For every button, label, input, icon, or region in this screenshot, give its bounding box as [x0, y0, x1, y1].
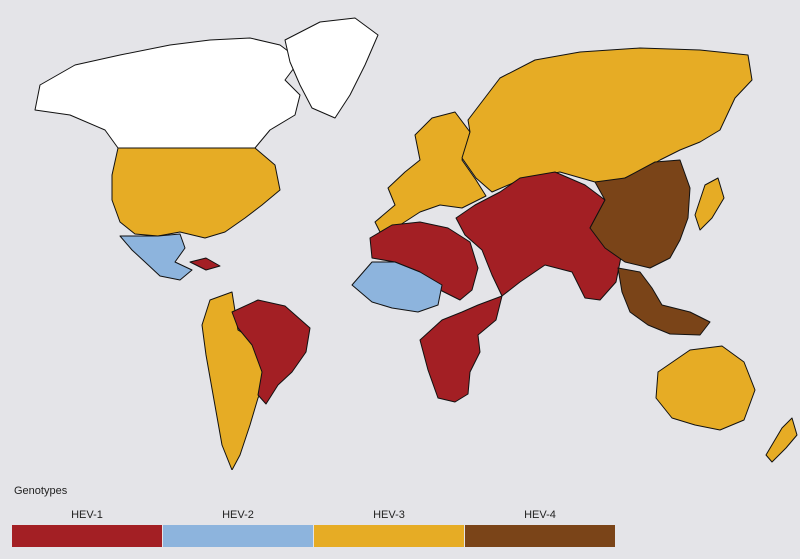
world-map — [34, 17, 798, 470]
region-north-america-north — [34, 37, 301, 149]
legend-swatch — [12, 525, 162, 547]
region-southern-africa — [419, 295, 503, 403]
legend-label: HEV-1 — [71, 509, 103, 521]
legend-swatch — [163, 525, 313, 547]
legend-label: HEV-4 — [524, 509, 556, 521]
region-new-zealand — [765, 417, 798, 463]
legend-item-hev-2: HEV-2 — [163, 508, 313, 547]
region-greenland — [284, 17, 379, 119]
region-china — [589, 159, 691, 269]
region-brazil — [231, 299, 311, 405]
legend-item-hev-4: HEV-4 — [465, 508, 615, 547]
legend-label: HEV-2 — [222, 509, 254, 521]
region-southeast-asia — [617, 267, 711, 336]
legend-title: Genotypes — [14, 485, 68, 497]
legend-label: HEV-3 — [373, 509, 405, 521]
region-cuba — [189, 257, 221, 271]
region-mexico — [119, 233, 193, 281]
legend-swatch — [465, 525, 615, 547]
region-russia — [461, 47, 753, 193]
legend-swatch — [314, 525, 464, 547]
region-west-africa — [351, 261, 443, 313]
legend-item-hev-1: HEV-1 — [12, 508, 162, 547]
region-australia — [655, 345, 756, 431]
region-japan — [694, 177, 725, 231]
legend-item-hev-3: HEV-3 — [314, 508, 464, 547]
region-middle-east-south-asia — [455, 171, 623, 301]
region-usa-canada — [111, 147, 281, 239]
